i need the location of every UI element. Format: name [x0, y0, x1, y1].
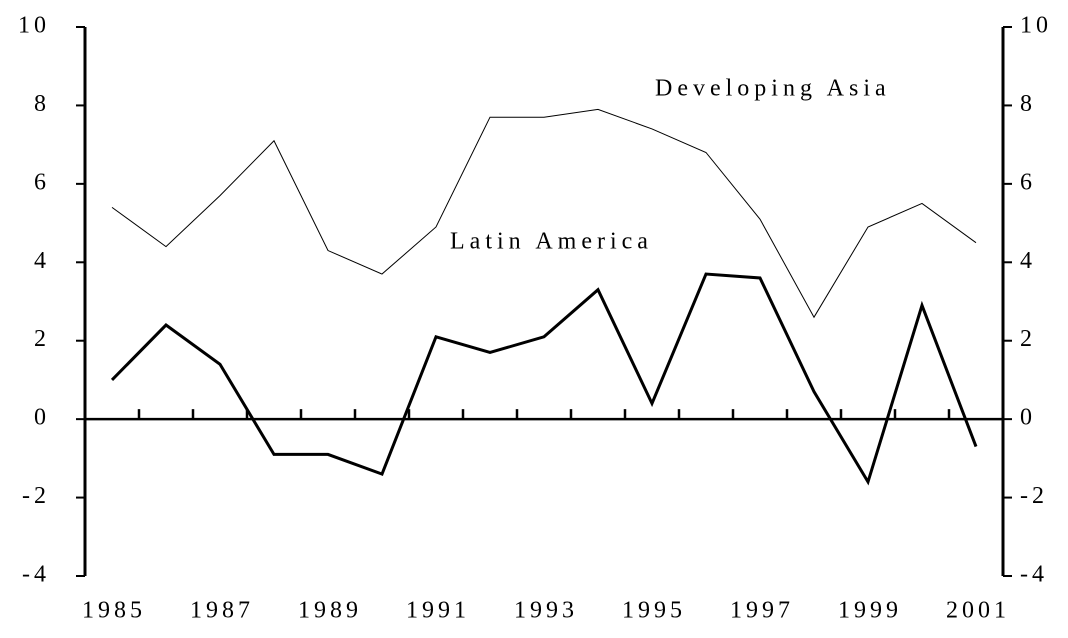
x-tick-label: 1987: [190, 598, 254, 624]
y2-tick-label: 0: [1020, 405, 1036, 431]
series-label: Developing Asia: [655, 76, 891, 102]
y2-tick-label: 2: [1020, 326, 1036, 352]
y-tick-label: 0: [34, 405, 50, 431]
series-label: Latin America: [450, 229, 653, 255]
x-tick-label: 1999: [838, 598, 902, 624]
y-tick-label: 8: [34, 91, 50, 117]
x-tick-label: 1993: [514, 598, 578, 624]
y-tick-label: -4: [22, 562, 50, 588]
y-tick-label: 2: [34, 326, 50, 352]
y2-tick-label: 4: [1020, 248, 1036, 274]
y-tick-label: -2: [22, 483, 50, 509]
line-series: [111, 108, 977, 319]
line-series: [110, 272, 978, 486]
x-tick-label: 1991: [406, 598, 470, 624]
x-tick-label: 2001: [946, 598, 1010, 624]
y-tick-label: 6: [34, 169, 50, 195]
y2-tick-label: 6: [1020, 169, 1036, 195]
y2-tick-label: -4: [1020, 562, 1048, 588]
y-tick-label: 4: [34, 248, 50, 274]
y2-tick-label: -2: [1020, 483, 1048, 509]
x-tick-label: 1989: [298, 598, 362, 624]
x-tick-label: 1997: [730, 598, 794, 624]
y2-tick-label: 8: [1020, 91, 1036, 117]
x-tick-label: 1995: [622, 598, 686, 624]
y2-tick-label: 10: [1020, 13, 1052, 39]
y-tick-label: 10: [18, 13, 50, 39]
x-tick-label: 1985: [82, 598, 146, 624]
